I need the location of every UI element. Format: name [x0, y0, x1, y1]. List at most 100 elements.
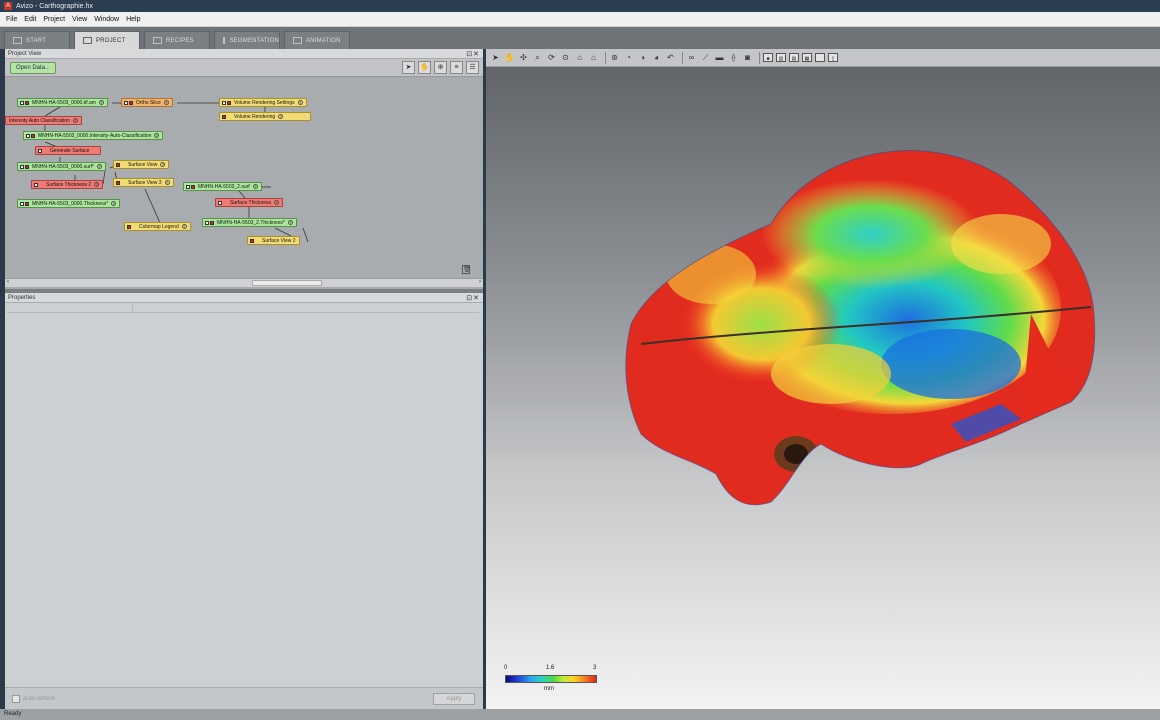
- info-icon[interactable]: ?: [181, 224, 187, 230]
- menu-view[interactable]: View: [72, 15, 88, 23]
- info-icon[interactable]: ?: [160, 162, 166, 168]
- layout-single-icon[interactable]: ■: [763, 53, 773, 62]
- node-toggle-boxes[interactable]: [20, 165, 30, 169]
- home-view-icon[interactable]: ⌂: [577, 53, 582, 62]
- layout-split-vertical-icon[interactable]: ▤: [789, 53, 799, 62]
- node-surface-thickness-2[interactable]: Surface Thickness 2?: [31, 180, 104, 189]
- info-icon[interactable]: ?: [96, 164, 102, 170]
- info-icon[interactable]: ?: [111, 201, 117, 207]
- node-toggle-boxes[interactable]: [250, 239, 260, 243]
- measure-icon[interactable]: ⟋: [702, 53, 709, 62]
- project-view-horizontal-scrollbar[interactable]: ‹ ›: [5, 278, 483, 287]
- node-surface-view[interactable]: Surface View?: [113, 160, 170, 169]
- ruler-dropdown-icon[interactable]: ▬: [715, 53, 724, 62]
- menu-edit[interactable]: Edit: [24, 15, 37, 23]
- node-toggle-boxes[interactable]: [20, 101, 30, 105]
- info-icon[interactable]: ?: [98, 100, 104, 106]
- open-data-button[interactable]: Open Data...: [10, 62, 57, 74]
- scroll-right-icon[interactable]: ›: [479, 279, 481, 285]
- node-surface-data-2[interactable]: MNHN-HA-5503_2.surf?: [183, 182, 262, 191]
- node-toggle-boxes[interactable]: [218, 201, 228, 205]
- info-icon[interactable]: ?: [287, 220, 293, 226]
- tab-start[interactable]: START: [4, 31, 70, 49]
- snapshot-camera-icon[interactable]: ◙: [745, 53, 750, 62]
- skull-thickness-render[interactable]: [621, 124, 1101, 524]
- node-ortho-slice[interactable]: Ortho Slice?: [121, 98, 173, 107]
- node-surface-view-2[interactable]: Surface View 2: [247, 236, 300, 245]
- set-home-icon[interactable]: ⌂: [591, 53, 596, 62]
- node-surface-thickness[interactable]: Surface Thickness?: [215, 198, 284, 207]
- node-intensity-auto-classification[interactable]: Intensity Auto Classification?: [5, 116, 82, 125]
- node-colormap-legend[interactable]: Colormap Legend?: [124, 222, 191, 231]
- column-divider[interactable]: [132, 305, 133, 313]
- node-toggle-boxes[interactable]: [34, 183, 44, 187]
- view-top-icon[interactable]: ◔: [626, 53, 631, 62]
- node-data-tif[interactable]: MNHN-HA-5503_0000.tif.am?: [17, 98, 108, 107]
- layout-compare-icon[interactable]: ▯: [828, 53, 838, 62]
- info-icon[interactable]: ?: [94, 182, 100, 188]
- node-toggle-boxes[interactable]: [116, 181, 126, 185]
- info-icon[interactable]: ?: [297, 100, 303, 106]
- view-side-icon[interactable]: ◕: [654, 53, 659, 62]
- trash-icon[interactable]: 🗑: [462, 265, 471, 274]
- rotate-icon[interactable]: ⟳: [548, 53, 555, 62]
- node-toggle-boxes[interactable]: [186, 185, 196, 189]
- info-icon[interactable]: ?: [72, 118, 78, 124]
- info-icon[interactable]: ?: [274, 200, 280, 206]
- node-toggle-boxes[interactable]: [205, 221, 215, 225]
- node-surface-data[interactable]: MNHN-HA-5503_0000.surf*?: [17, 162, 106, 171]
- stereo-icon[interactable]: ∞: [688, 53, 695, 62]
- node-toggle-boxes[interactable]: [20, 202, 30, 206]
- scroll-left-icon[interactable]: ‹: [7, 279, 9, 285]
- node-thickness-data-1[interactable]: MNHN-HA-5503_0000.Thickness*?: [17, 199, 121, 208]
- auto-refresh-toggle[interactable]: auto-refresh: [12, 695, 55, 703]
- interact-arrow-icon[interactable]: ➤: [492, 53, 499, 62]
- node-toggle-boxes[interactable]: [222, 101, 232, 105]
- zoom-icon[interactable]: ⌕: [535, 53, 540, 62]
- view-all-icon[interactable]: ⊛: [611, 53, 618, 62]
- node-toggle-boxes[interactable]: [124, 101, 134, 105]
- menu-help[interactable]: Help: [126, 15, 141, 23]
- select-arrow-icon[interactable]: ➤: [402, 61, 415, 74]
- translate-icon[interactable]: ✣: [520, 53, 527, 62]
- trackball-hand-icon[interactable]: ✋: [504, 53, 515, 62]
- node-volume-rendering-settings[interactable]: Volume Rendering Settings?: [219, 98, 307, 107]
- node-thickness-data-2[interactable]: MNHN-HA-5503_2.Thickness*?: [202, 218, 297, 227]
- panel-splitter[interactable]: [5, 289, 483, 293]
- layout-quad-icon[interactable]: ▦: [802, 53, 812, 62]
- node-volume-rendering[interactable]: Volume Rendering?: [219, 112, 311, 121]
- pick-dropdown-icon[interactable]: ⟠: [731, 53, 736, 62]
- node-toggle-boxes[interactable]: [38, 149, 48, 153]
- 3d-viewer[interactable]: ➤ ✋ ✣ ⌕ ⟳ ⊙ ⌂ ⌂ ⊛ ◔ ◑ ◕ ↶ ∞ ⟋ ▬ ⟠ ◙ ■ ▥ …: [486, 49, 1160, 709]
- layout-empty-icon[interactable]: [815, 53, 825, 62]
- node-toggle-boxes[interactable]: [222, 115, 232, 119]
- tree-view-icon[interactable]: ≡: [450, 61, 463, 74]
- node-toggle-boxes[interactable]: [116, 163, 126, 167]
- node-toggle-boxes[interactable]: [26, 134, 36, 138]
- list-view-icon[interactable]: ☰: [466, 61, 479, 74]
- apply-button[interactable]: Apply: [433, 693, 475, 705]
- layout-split-horizontal-icon[interactable]: ▥: [776, 53, 786, 62]
- info-icon[interactable]: ?: [278, 114, 284, 120]
- menu-project[interactable]: Project: [43, 15, 66, 23]
- view-front-icon[interactable]: ◑: [640, 53, 645, 62]
- seek-icon[interactable]: ⊙: [562, 53, 569, 62]
- info-icon[interactable]: ?: [154, 133, 160, 139]
- pan-hand-icon[interactable]: ✋: [418, 61, 431, 74]
- node-intensity-classification-result[interactable]: MNHN-HA-5503_0000.Intensity-Auto-Classif…: [23, 131, 164, 140]
- node-generate-surface[interactable]: Generate Surface: [35, 146, 101, 155]
- node-surface-view-3[interactable]: Surface View 3?: [113, 178, 174, 187]
- rotate-left-icon[interactable]: ↶: [667, 53, 674, 62]
- panel-float-close-icon[interactable]: ⊡✕: [466, 50, 480, 58]
- scrollbar-thumb[interactable]: [252, 280, 322, 286]
- menu-window[interactable]: Window: [94, 15, 120, 23]
- info-icon[interactable]: ?: [164, 180, 170, 186]
- tab-recipes[interactable]: RECIPES: [144, 31, 210, 49]
- project-graph[interactable]: MNHN-HA-5503_0000.tif.am? Ortho Slice? V…: [5, 78, 483, 278]
- node-toggle-boxes[interactable]: [127, 225, 137, 229]
- tab-segmentation[interactable]: SEGMENTATION: [214, 31, 280, 49]
- menu-file[interactable]: File: [6, 15, 18, 23]
- info-icon[interactable]: ?: [163, 100, 169, 106]
- panel-float-close-icon[interactable]: ⊡✕: [466, 294, 480, 302]
- tab-animation[interactable]: ANIMATION: [284, 31, 350, 49]
